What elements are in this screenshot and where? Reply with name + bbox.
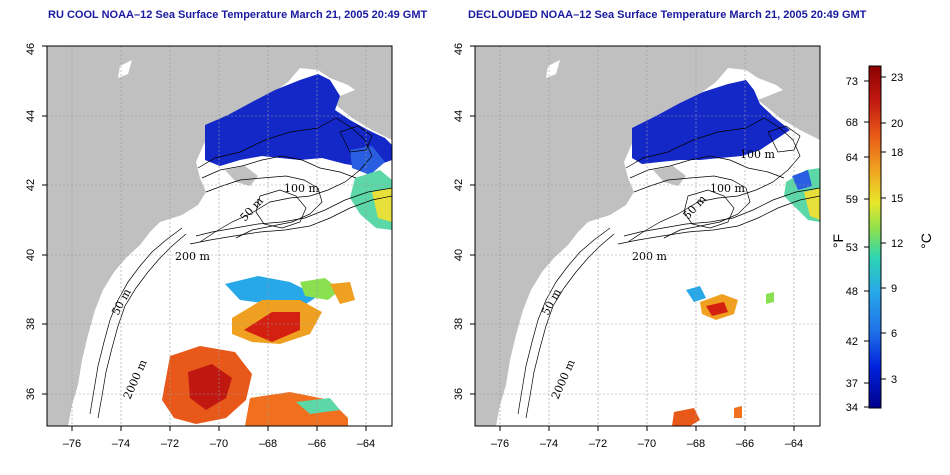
- colorbar-fahrenheit-tick: 42: [846, 336, 858, 348]
- left-bay: [104, 280, 116, 318]
- left-offshore-patch-4: [244, 312, 300, 342]
- left-x-tick: –76: [63, 438, 81, 450]
- colorbar-celsius-tick: 9: [891, 283, 897, 295]
- right-y-tick: 36: [453, 388, 465, 400]
- right-bathymetry-contours: [517, 117, 820, 419]
- right-land-mass: [475, 46, 820, 426]
- left-map-panel: 100 m 50 m 200 m 50 m 2000 m –76: [25, 43, 393, 450]
- left-warm-eddy-core: [372, 188, 392, 222]
- left-y-tick: 42: [25, 179, 37, 191]
- left-nova-scotia: [330, 88, 392, 140]
- left-y-tick: 38: [25, 318, 37, 330]
- left-gulf-maine-cold-water: [205, 74, 392, 168]
- left-x-tick: –68: [259, 438, 277, 450]
- left-cape-cod: [225, 166, 258, 186]
- right-map-panel: 100 m 100 m 50 m 200 m 50 m 2000 m –76: [453, 43, 821, 450]
- right-lake: [546, 60, 560, 78]
- right-y-tick: 40: [453, 249, 465, 261]
- left-x-tick: –70: [210, 438, 228, 450]
- right-y-tick: 44: [453, 110, 465, 122]
- left-x-tick: –72: [161, 438, 179, 450]
- colorbar-fahrenheit-tick: 59: [846, 194, 858, 206]
- right-axis-ticks: [470, 45, 795, 431]
- left-offshore-patch-2: [300, 278, 340, 300]
- right-offshore-patch-6: [734, 406, 742, 418]
- left-contour-label-200m: 200 m: [175, 250, 210, 263]
- colorbar-fahrenheit-tick: 53: [846, 242, 858, 254]
- right-offshore-patch-4: [766, 292, 774, 304]
- colorbar-fahrenheit-tick: 68: [846, 117, 858, 129]
- left-x-tick: –66: [308, 438, 326, 450]
- colorbar-celsius-tick: 6: [891, 328, 897, 340]
- right-contour-label-100m: 100 m: [710, 182, 745, 195]
- left-axis-ticks: [42, 45, 367, 431]
- colorbar-celsius-label: °C: [918, 233, 934, 249]
- colorbar-fahrenheit-tick: 73: [846, 76, 858, 88]
- right-nova-scotia: [758, 88, 820, 140]
- left-bathymetry-contours: [89, 117, 392, 419]
- left-lake: [118, 60, 132, 78]
- left-contour-label-100m: 100 m: [284, 182, 319, 195]
- colorbar-gradient: [868, 65, 882, 409]
- temperature-colorbar: °F °C 73 68 64 59 53 48 42 37 34 23 20 1…: [830, 65, 934, 414]
- colorbar-celsius-tick: 15: [891, 193, 903, 205]
- left-y-tick: 36: [25, 388, 37, 400]
- right-map-title: DECLOUDED NOAA–12 Sea Surface Temperatur…: [468, 9, 867, 21]
- left-offshore-patch-9: [330, 282, 355, 304]
- colorbar-ticks: [864, 76, 886, 408]
- right-offshore-patch-3: [706, 302, 728, 316]
- right-contour-label-100m-gulf: 100 m: [740, 148, 775, 161]
- left-y-tick: 40: [25, 249, 37, 261]
- right-y-tick: 46: [453, 43, 465, 55]
- right-cape-cod: [653, 166, 686, 186]
- colorbar-fahrenheit-label: °F: [830, 234, 846, 248]
- right-x-tick: –70: [638, 438, 656, 450]
- right-contour-label-200m: 200 m: [632, 250, 667, 263]
- left-land-mass: [47, 46, 392, 426]
- right-x-tick: –74: [540, 438, 558, 450]
- right-x-tick: –68: [687, 438, 705, 450]
- right-warm-eddy-core: [804, 188, 820, 220]
- right-gulf-maine-cold-water: [632, 80, 790, 164]
- left-cold-patch: [350, 146, 385, 175]
- colorbar-celsius-tick: 23: [891, 72, 903, 84]
- colorbar-celsius-tick: 20: [891, 118, 903, 130]
- right-offshore-patch-5: [672, 408, 700, 426]
- colorbar-celsius-tick: 12: [891, 238, 903, 250]
- left-offshore-patch-6: [188, 364, 232, 410]
- left-map-title: RU COOL NOAA–12 Sea Surface Temperature …: [48, 9, 428, 21]
- right-y-tick: 38: [453, 318, 465, 330]
- colorbar-celsius-tick: 3: [891, 374, 897, 386]
- right-x-tick: –76: [491, 438, 509, 450]
- right-x-tick: –72: [589, 438, 607, 450]
- left-y-tick: 46: [25, 43, 37, 55]
- colorbar-celsius-tick: 18: [891, 147, 903, 159]
- colorbar-fahrenheit-tick: 64: [846, 152, 858, 164]
- left-x-tick: –64: [357, 438, 375, 450]
- colorbar-fahrenheit-tick: 37: [846, 378, 858, 390]
- right-y-tick: 42: [453, 179, 465, 191]
- right-bay: [532, 280, 544, 318]
- right-x-tick: –66: [736, 438, 754, 450]
- left-offshore-patch-8: [296, 398, 340, 414]
- left-y-tick: 44: [25, 110, 37, 122]
- colorbar-fahrenheit-tick: 34: [846, 402, 858, 414]
- left-x-tick: –74: [112, 438, 130, 450]
- right-x-tick: –64: [785, 438, 803, 450]
- colorbar-fahrenheit-tick: 48: [846, 286, 858, 298]
